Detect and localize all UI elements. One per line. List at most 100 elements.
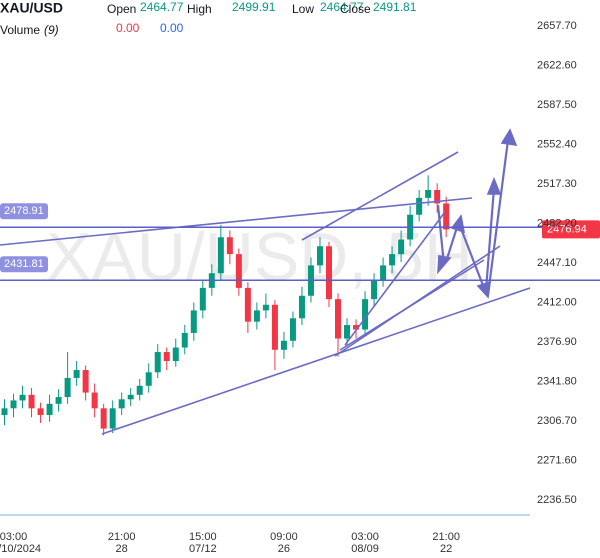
trend-line xyxy=(301,151,459,241)
candle-body xyxy=(353,325,360,330)
x-tick-label: 21:00 xyxy=(432,531,460,543)
candle-body xyxy=(253,310,260,322)
last-price-label: 2476.94 xyxy=(547,223,587,235)
candle-body xyxy=(434,189,441,204)
y-tick-label: 2657.70 xyxy=(537,20,577,32)
candle-body xyxy=(109,408,116,429)
x-tick-label: 21:00 xyxy=(108,531,136,543)
arrow xyxy=(444,223,460,263)
candle-body xyxy=(190,310,197,333)
x-tick-label: 09:00 xyxy=(270,531,298,543)
legend-value: 2491.81 xyxy=(373,0,417,14)
legend-label: Close xyxy=(340,2,371,16)
x-tick-label: 06/10/2024 xyxy=(0,543,41,555)
candle-body xyxy=(163,352,170,362)
arrow-head xyxy=(486,176,502,195)
candle-body xyxy=(127,394,134,400)
candle-body xyxy=(226,237,233,255)
x-tick-label: 07/12 xyxy=(189,543,217,555)
y-tick-label: 2517.30 xyxy=(537,178,577,190)
y-tick-label: 2271.60 xyxy=(537,454,577,466)
x-tick-label: 28 xyxy=(116,543,128,555)
drawings xyxy=(0,128,531,516)
trend-line xyxy=(339,259,485,351)
volume-value: 0.00 xyxy=(116,21,140,35)
arrow xyxy=(486,139,510,296)
candle-body xyxy=(235,254,242,288)
x-tick-label: 22 xyxy=(440,543,452,555)
x-tick-label: 08/09 xyxy=(351,543,379,555)
arrow-head xyxy=(500,128,518,146)
candle-body xyxy=(73,370,80,378)
candle-body xyxy=(91,392,98,409)
legend-label: High xyxy=(187,2,212,16)
candle-body xyxy=(335,299,342,339)
overlay: 2478.91 2431.81 2476.94 xyxy=(0,203,600,281)
legend-value: 2464.77 xyxy=(320,0,364,14)
trend-line xyxy=(0,197,473,246)
price-line-label: 2431.81 xyxy=(4,258,44,270)
y-tick-label: 2306.70 xyxy=(537,415,577,427)
candle-body xyxy=(217,237,224,274)
candle-body xyxy=(371,280,378,300)
y-tick-label: 2622.60 xyxy=(537,59,577,71)
y-tick-label: 2412.00 xyxy=(537,296,577,308)
candle-body xyxy=(172,347,179,362)
trend-line xyxy=(344,211,446,346)
candle-body xyxy=(64,377,71,398)
candle-body xyxy=(262,304,269,311)
y-tick-label: 2341.80 xyxy=(537,375,577,387)
candle-body xyxy=(316,246,323,266)
y-tick-label: 2447.10 xyxy=(537,257,577,269)
trend-line xyxy=(101,287,531,435)
y-tick-label: 2552.40 xyxy=(537,138,577,150)
candle-body xyxy=(10,400,17,409)
candle-body xyxy=(298,295,305,319)
candle-body xyxy=(154,352,161,373)
candle-body xyxy=(28,394,35,409)
candle-body xyxy=(118,399,125,409)
arrow xyxy=(436,204,446,266)
x-tick-label: 03:00 xyxy=(351,531,379,543)
candle-body xyxy=(416,197,423,215)
candle-body xyxy=(425,189,432,198)
candle-body xyxy=(289,318,296,341)
candle-body xyxy=(1,408,8,416)
y-tick-label: 2587.50 xyxy=(537,99,577,111)
candle-body xyxy=(55,397,62,404)
candle-body xyxy=(344,325,351,339)
candle-body xyxy=(19,394,26,401)
volume-label: Volume xyxy=(0,23,40,37)
candle-body xyxy=(181,332,188,348)
candle-body xyxy=(389,254,396,266)
x-tick-label: 03:00 xyxy=(0,531,27,543)
candles xyxy=(1,25,534,501)
candle-body xyxy=(280,340,287,350)
last-price-box xyxy=(542,220,600,239)
y-tick-label: 2482.20 xyxy=(537,217,577,229)
candle-body xyxy=(380,265,387,281)
candle-body xyxy=(136,385,143,395)
arrow xyxy=(484,187,496,291)
legend-value: 2464.77 xyxy=(140,0,184,14)
candle-body xyxy=(199,287,206,311)
candle-body xyxy=(37,408,44,416)
volume-value: 0.00 xyxy=(160,21,184,35)
price-line-label: 2478.91 xyxy=(4,205,44,217)
legend-label: Low xyxy=(292,2,314,16)
candle-body xyxy=(46,403,53,416)
candle-body xyxy=(443,203,450,230)
legend-value: 2499.91 xyxy=(232,0,276,14)
candle-body xyxy=(398,239,405,255)
candle-body xyxy=(362,299,369,330)
candle-body xyxy=(244,287,251,322)
price-line-label-box xyxy=(0,203,48,220)
legend-label: Open xyxy=(107,2,136,16)
y-tick-label: 2376.90 xyxy=(537,336,577,348)
candle-body xyxy=(271,304,278,350)
symbol-title: XAU/USD xyxy=(0,0,63,16)
candle-body xyxy=(82,370,89,393)
volume-param: (9) xyxy=(44,23,59,37)
